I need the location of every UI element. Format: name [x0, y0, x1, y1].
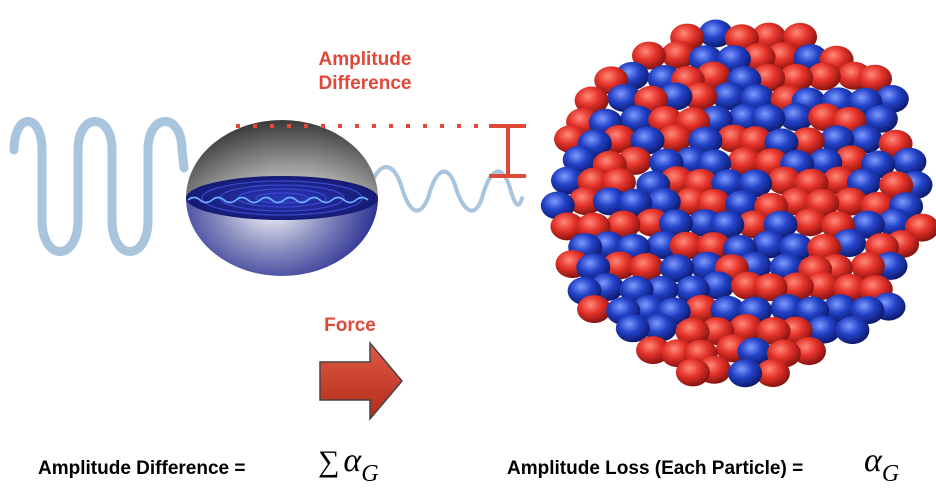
red-particle: [658, 124, 693, 153]
blue-particle: [752, 230, 786, 259]
amplitude-difference-equation-label: Amplitude Difference =: [38, 458, 246, 479]
red-particle: [753, 273, 788, 302]
red-particle: [766, 42, 801, 71]
alpha-symbol: α: [864, 442, 882, 479]
amplitude-difference-label: Amplitude Difference: [290, 48, 440, 96]
blue-particle: [823, 294, 858, 323]
subscript-g: G: [881, 461, 900, 487]
particle-cluster: [540, 19, 936, 388]
red-particle: [879, 171, 914, 200]
blue-particle: [737, 337, 772, 366]
red-particle: [675, 317, 710, 346]
blue-particle: [710, 210, 745, 239]
red-particle: [805, 271, 840, 300]
amplitude-loss-equation-label: Amplitude Loss (Each Particle) =: [507, 458, 804, 479]
blue-particle: [892, 147, 927, 176]
red-particle: [727, 147, 762, 175]
red-particle: [779, 272, 814, 301]
amplitude-loss-formula: αG: [864, 442, 899, 487]
red-particle: [669, 231, 704, 260]
red-particle: [858, 64, 892, 93]
blue-particle: [620, 105, 655, 134]
red-particle: [683, 82, 718, 111]
red-particle: [850, 252, 885, 280]
blue-particle: [592, 187, 627, 216]
blue-particle: [770, 294, 805, 323]
red-particle: [550, 212, 585, 241]
red-particle: [696, 61, 731, 90]
red-particle: [793, 208, 828, 237]
sum-symbol: ∑: [318, 445, 340, 478]
blue-particle: [658, 209, 693, 238]
red-particle: [632, 41, 666, 70]
blue-particle: [698, 19, 733, 48]
red-particle: [792, 337, 826, 366]
red-particle: [833, 187, 868, 216]
outgoing-wave: [372, 165, 524, 213]
blue-particle: [551, 166, 585, 195]
blue-particle: [877, 208, 912, 237]
alpha-symbol: α: [343, 442, 362, 479]
red-particle: [629, 253, 664, 281]
red-particle: [684, 294, 719, 323]
blue-particle: [660, 254, 694, 283]
red-particle: [568, 187, 603, 216]
red-particle: [834, 145, 869, 174]
red-particle: [737, 210, 771, 239]
red-particle: [790, 127, 825, 156]
red-particle: [617, 146, 652, 175]
red-particle: [602, 251, 637, 280]
subscript-g: G: [361, 461, 379, 487]
amplitude-difference-label-line2: Difference: [318, 73, 412, 94]
blue-particle: [863, 104, 898, 133]
amplitude-difference-formula: ∑ αG: [318, 442, 379, 487]
blue-particle: [779, 103, 814, 132]
red-particle: [779, 187, 814, 216]
red-particle: [606, 210, 641, 239]
blue-particle: [835, 316, 870, 345]
blue-particle: [850, 210, 885, 239]
red-particle: [822, 166, 857, 195]
red-particle: [806, 62, 841, 91]
blue-particle: [728, 359, 763, 388]
red-particle: [756, 317, 791, 345]
blue-particle: [751, 104, 786, 133]
red-particle: [577, 295, 612, 324]
force-arrow: [319, 340, 403, 422]
force-label: Force: [324, 315, 376, 336]
amplitude-difference-label-line1: Amplitude: [318, 49, 412, 70]
red-particle: [675, 358, 710, 387]
red-particle: [755, 359, 790, 388]
absorbing-sphere: [186, 120, 378, 276]
blue-particle: [618, 188, 652, 217]
red-particle: [767, 166, 802, 195]
blue-particle: [643, 313, 678, 342]
incoming-wave: [9, 117, 189, 256]
blue-particle: [607, 84, 642, 112]
red-particle: [661, 40, 696, 69]
blue-particle: [806, 315, 841, 344]
blue-particle: [738, 169, 773, 198]
red-particle: [779, 63, 814, 92]
blue-particle: [615, 314, 650, 343]
amplitude-bracket: [489, 124, 526, 178]
blue-particle: [711, 82, 746, 111]
red-particle: [574, 86, 609, 115]
red-particle: [783, 22, 818, 51]
